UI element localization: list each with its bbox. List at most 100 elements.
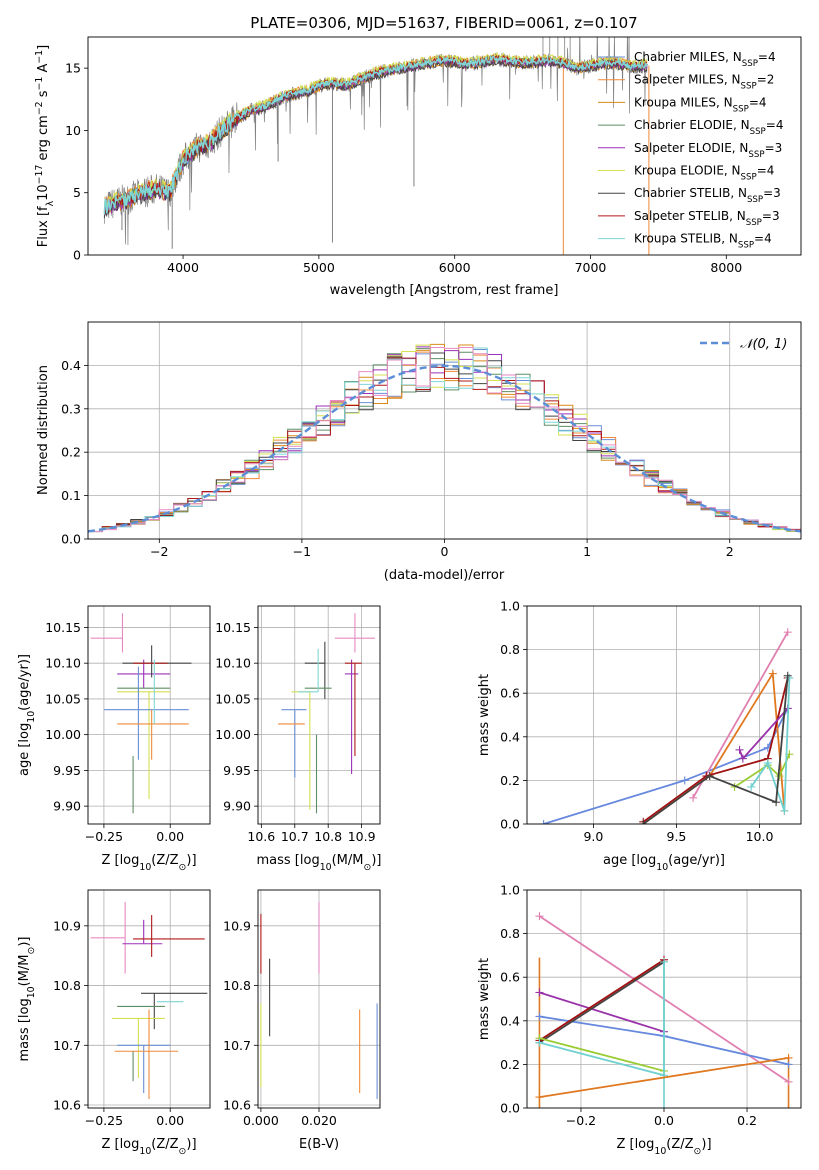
y-axis-label: Flux [fλ10−17 erg cm−2 s−1 A−1] xyxy=(34,45,56,247)
x-tick-label: 2 xyxy=(726,544,734,559)
label-fragment: Z [log xyxy=(101,1137,139,1152)
x-tick-label: 8000 xyxy=(710,260,742,275)
y-tick-label: 1.0 xyxy=(500,599,520,614)
label-fragment: )] xyxy=(186,1137,196,1152)
x-tick-label: 7000 xyxy=(575,260,607,275)
y-tick-label: 9.95 xyxy=(223,763,251,778)
x-tick-label: 4000 xyxy=(167,260,199,275)
label-fragment: age [log xyxy=(17,723,32,776)
x-tick-label: 10.0 xyxy=(746,829,774,844)
x-tick-label: 1 xyxy=(583,544,591,559)
label-fragment: λ xyxy=(45,200,56,206)
y-axis-label: mass [log10(M/M⊙)] xyxy=(17,937,37,1062)
label-fragment: erg cm xyxy=(36,115,51,164)
label-fragment: −1 xyxy=(34,50,45,64)
x-tick-label: 6000 xyxy=(439,260,471,275)
y-tick-label: 10.10 xyxy=(45,656,81,671)
y-tick-label: 0.4 xyxy=(61,358,81,373)
model-line-chabrier-miles xyxy=(103,55,648,216)
label-fragment: 10 xyxy=(654,1146,666,1157)
x-tick-label: 9.0 xyxy=(583,829,603,844)
label-fragment: =4 xyxy=(757,164,775,178)
y-tick-label: 0.6 xyxy=(500,686,520,701)
label-fragment: SSP xyxy=(742,59,758,69)
x-axis-label: wavelength [Angstrom, rest frame] xyxy=(330,283,559,298)
mass_vs_ebv-plot-area xyxy=(260,901,378,1100)
y-axis-label: mass weight xyxy=(477,674,492,756)
label-fragment: =4 xyxy=(754,232,772,246)
x-tick-label: −0.25 xyxy=(85,829,123,844)
legend-entry: Salpeter MILES, NSSP=2 xyxy=(634,73,774,92)
x-axis-label: (data-model)/error xyxy=(384,568,505,583)
x-tick-label: −0.25 xyxy=(85,1113,123,1128)
age_vs_mass-panel: 10.6 10.7 10.8 10.9 9.90 9.95 10.00 10.05 10.10 1… xyxy=(215,605,381,873)
x-tick-label: 10.8 xyxy=(314,829,342,844)
y-tick-label: 10 xyxy=(65,123,81,138)
label-fragment: Kroupa ELODIE, N xyxy=(634,164,741,178)
label-fragment: ⊙ xyxy=(26,947,37,955)
label-fragment: =3 xyxy=(763,186,781,200)
x-tick-label: 9.5 xyxy=(667,829,687,844)
y-tick-label: 10.7 xyxy=(223,1038,251,1053)
label-fragment: (M/M xyxy=(332,853,364,868)
label-fragment: age [log xyxy=(603,853,656,868)
spectrum-panel: 4000 5000 6000 7000 8000 0 5 10 15 Chabrier MILES… xyxy=(34,36,802,298)
axes-frame xyxy=(87,889,211,1109)
label-fragment: =4 xyxy=(758,50,776,64)
weight_vs_Z-panel: −0.2 0.0 0.2 0.0 0.2 0.4 0.6 0.8 1.0 Z [log10(Z/Z… xyxy=(477,883,802,1157)
label-fragment: Chabrier ELODIE, N xyxy=(634,118,750,132)
x-tick-label: 10.6 xyxy=(247,829,275,844)
label-fragment: Salpeter ELODIE, N xyxy=(634,141,748,155)
weight-series-line xyxy=(538,961,665,1044)
label-fragment: )] xyxy=(371,853,381,868)
label-fragment: ⊙ xyxy=(363,862,371,873)
label-fragment: (M/M xyxy=(17,955,32,987)
model-line-kroupa-miles xyxy=(103,58,648,218)
label-fragment: A xyxy=(36,64,51,77)
x-axis-label: E(B-V) xyxy=(299,1137,339,1152)
label-fragment: Z [log xyxy=(101,853,139,868)
label-fragment: 10 xyxy=(26,986,37,998)
label-fragment: SSP xyxy=(741,173,757,183)
label-fragment: Flux [f xyxy=(36,206,51,247)
y-tick-label: 10.10 xyxy=(215,656,251,671)
x-tick-label: 0.020 xyxy=(301,1113,337,1128)
y-tick-label: 0.0 xyxy=(500,1101,520,1116)
y-tick-label: 0.2 xyxy=(500,773,520,788)
label-fragment: =4 xyxy=(749,95,767,109)
y-tick-label: 10.15 xyxy=(45,620,81,635)
label-fragment: =2 xyxy=(757,73,775,87)
weight-series-line xyxy=(642,677,789,823)
y-axis-label: age [log10(age/yr)] xyxy=(17,654,37,776)
label-fragment: Salpeter MILES, N xyxy=(634,73,741,87)
weight-series-line xyxy=(539,1037,665,1072)
label-fragment: =3 xyxy=(762,209,780,223)
y-tick-label: 10.05 xyxy=(215,691,251,706)
x-tick-label: 10.9 xyxy=(348,829,376,844)
figure-title: PLATE=0306, MJD=51637, FIBERID=0061, z=0… xyxy=(250,14,637,32)
weight-series-line xyxy=(642,675,789,824)
label-fragment: mass [log xyxy=(257,853,320,868)
y-tick-label: 10.6 xyxy=(223,1098,251,1113)
label-fragment: )] xyxy=(186,853,196,868)
label-fragment: (Z/Z xyxy=(666,1137,693,1152)
age_vs_Z-plot-area xyxy=(90,613,192,814)
weight-series-line xyxy=(734,753,791,788)
y-tick-label: 0.0 xyxy=(61,532,81,547)
y-tick-label: 0.8 xyxy=(500,642,520,657)
label-fragment: ⊙ xyxy=(694,1146,702,1157)
model-line-kroupa-stelib xyxy=(103,54,648,215)
axes-frame xyxy=(87,36,802,256)
label-fragment: )] xyxy=(701,1137,711,1152)
y-tick-label: 1.0 xyxy=(500,883,520,898)
label-fragment: ] xyxy=(36,45,51,50)
normal-curve xyxy=(88,364,801,533)
label-fragment: Chabrier STELIB, N xyxy=(634,186,747,200)
label-fragment: =3 xyxy=(765,141,783,155)
label-fragment: SSP xyxy=(738,241,754,251)
x-tick-label: −2 xyxy=(150,544,168,559)
label-fragment: ⊙ xyxy=(179,1146,187,1157)
label-fragment: −17 xyxy=(34,165,45,185)
label-fragment: (Z/Z xyxy=(151,853,178,868)
